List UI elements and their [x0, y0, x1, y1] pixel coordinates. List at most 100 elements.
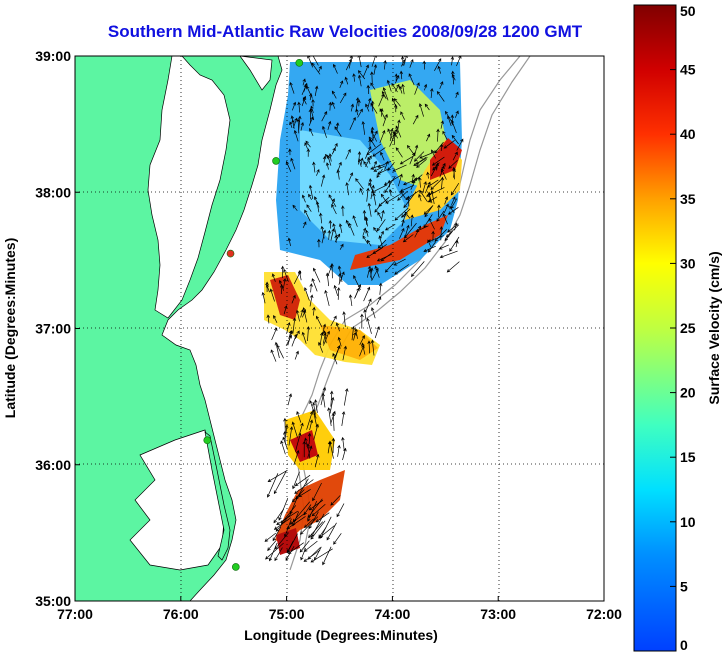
velocity-arrow — [423, 83, 428, 91]
velocity-arrow — [443, 140, 455, 149]
velocity-arrow — [311, 98, 315, 107]
velocity-arrow — [309, 419, 314, 431]
velocity-arrow — [456, 56, 462, 67]
velocity-arrow — [308, 511, 319, 529]
velocity-arrow — [400, 184, 415, 192]
velocity-arrow — [309, 127, 314, 137]
velocity-arrow — [367, 156, 371, 165]
velocity-arrow — [312, 306, 316, 316]
velocity-arrow — [280, 265, 285, 279]
velocity-arrow — [306, 204, 312, 212]
velocity-arrow — [298, 115, 302, 131]
velocity-arrow — [391, 83, 398, 93]
velocity-arrow — [309, 294, 314, 307]
velocity-arrow — [314, 399, 318, 413]
velocity-arrow — [267, 469, 288, 482]
velocity-arrow — [348, 172, 354, 182]
velocity-arrow — [380, 151, 385, 161]
velocity-arrow — [419, 150, 438, 159]
velocity-arrow — [359, 187, 364, 195]
velocity-arrow — [357, 99, 361, 107]
bathymetry-contour — [289, 56, 521, 571]
velocity-arrow — [345, 148, 351, 160]
velocity-arrow — [447, 223, 459, 233]
velocity-arrow — [315, 315, 323, 328]
delaware-bay — [239, 56, 273, 91]
velocity-arrow — [370, 307, 376, 319]
velocity-arrow — [360, 313, 364, 329]
velocity-arrow — [362, 235, 369, 245]
velocity-arrow — [341, 411, 346, 426]
velocity-arrow — [367, 202, 372, 217]
velocity-arrow — [288, 148, 292, 156]
velocity-arrow — [423, 245, 436, 253]
velocity-arrow — [265, 542, 284, 560]
velocity-arrow — [282, 278, 287, 289]
velocity-arrow — [349, 116, 356, 130]
velocity-arrow — [330, 410, 336, 424]
velocity-arrow — [368, 268, 373, 280]
velocity-arrow — [395, 147, 403, 158]
colorbar-tick-label: 50 — [680, 3, 696, 19]
map-grid — [75, 56, 604, 601]
velocity-arrow — [444, 230, 453, 242]
y-axis-label: Latitude (Degrees:Minutes) — [2, 238, 18, 418]
velocity-arrow — [336, 503, 345, 518]
velocity-arrow — [318, 341, 324, 353]
velocity-arrow — [401, 208, 411, 218]
velocity-arrow — [354, 287, 360, 299]
velocity-arrow — [292, 471, 300, 490]
lat-tick-label: 39:00 — [35, 48, 71, 64]
velocity-arrow — [329, 396, 335, 414]
velocity-arrow — [303, 540, 318, 552]
velocity-arrow — [290, 157, 296, 170]
velocity-arrow — [450, 198, 458, 210]
velocity-arrow — [357, 108, 363, 118]
colorbar-tick-label: 5 — [680, 578, 688, 594]
velocity-arrow — [339, 243, 344, 250]
colorbar-tick-label: 0 — [680, 637, 688, 653]
velocity-arrow — [307, 432, 312, 445]
velocity-arrow — [312, 161, 316, 173]
velocity-arrow — [360, 157, 364, 166]
velocity-arrow — [303, 287, 310, 301]
velocity-arrow — [440, 120, 444, 129]
longitude-ticks: 77:00 76:00 75:00 74:00 73:00 72:00 — [57, 596, 622, 622]
velocity-arrow — [303, 518, 314, 528]
velocity-arrow — [387, 128, 393, 140]
velocity-arrow — [322, 155, 327, 163]
velocity-arrow — [448, 160, 458, 169]
velocity-arrow — [364, 155, 372, 167]
lat-tick-label: 35:00 — [35, 593, 71, 609]
velocity-arrow — [418, 176, 422, 188]
velocity-arrow — [439, 226, 444, 241]
velocity-arrow — [334, 234, 338, 243]
velocity-arrow — [413, 151, 425, 162]
velocity-arrow — [451, 196, 456, 206]
velocity-arrow — [365, 103, 370, 112]
velocity-arrow — [306, 85, 313, 99]
velocity-arrow — [319, 212, 323, 224]
velocity-arrow — [331, 198, 336, 205]
velocity-arrow — [365, 229, 369, 237]
velocity-arrow — [354, 328, 358, 339]
velocity-arrow — [424, 181, 431, 194]
velocity-arrow — [278, 279, 285, 291]
velocity-arrow — [292, 501, 311, 523]
lon-tick-label: 75:00 — [269, 606, 305, 622]
velocity-arrow — [301, 95, 307, 107]
velocity-arrow — [427, 196, 438, 203]
station-4-marker — [203, 436, 212, 445]
velocity-arrow — [380, 209, 385, 222]
velocity-arrow — [276, 344, 284, 359]
velocity-arrow — [276, 510, 298, 525]
velocity-arrow — [289, 512, 306, 525]
velocity-arrow — [336, 287, 341, 300]
x-axis-label: Longitude (Degrees:Minutes) — [244, 627, 438, 643]
velocity-arrow — [418, 193, 422, 202]
velocity-arrow — [331, 147, 336, 155]
velocity-arrow — [310, 520, 326, 540]
velocity-arrow — [367, 239, 372, 247]
velocity-arrow — [363, 286, 371, 302]
velocity-arrow — [324, 289, 330, 306]
